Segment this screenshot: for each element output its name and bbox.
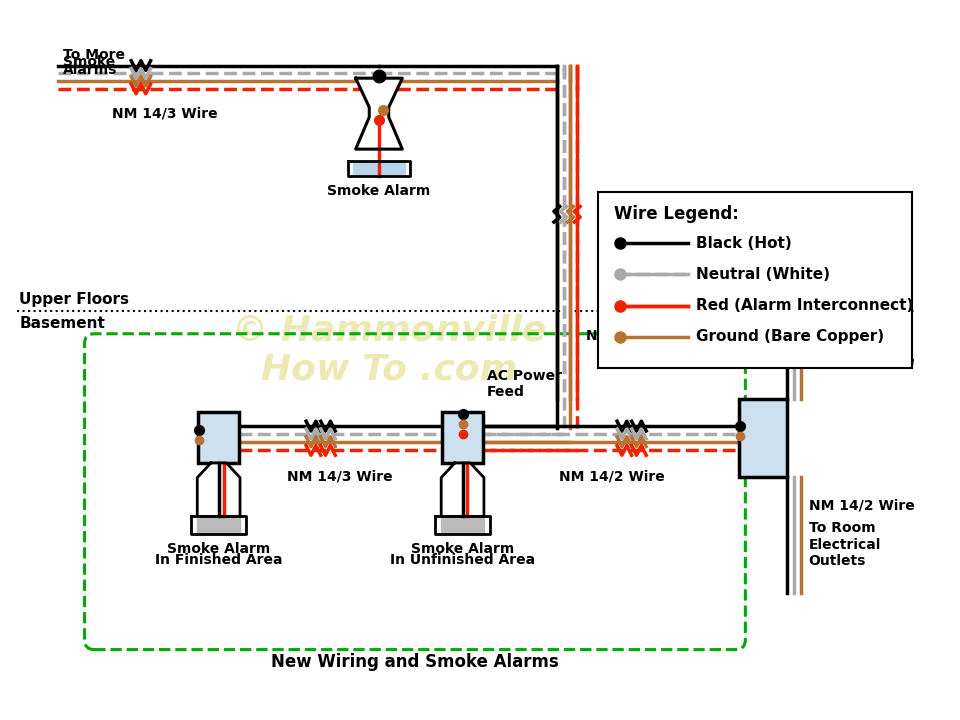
Text: To Room
Electrical
Outlets: To Room Electrical Outlets [808,521,881,568]
Text: Wire Legend:: Wire Legend: [614,204,739,222]
Text: Black (Hot): Black (Hot) [696,236,792,251]
Text: Basement: Basement [19,316,106,331]
Bar [738,399,787,477]
Polygon shape [197,463,240,516]
Text: Neutral (White): Neutral (White) [696,267,829,282]
FancyBboxPatch shape [598,192,913,368]
Polygon shape [197,518,240,532]
Polygon shape [442,463,484,516]
Text: Red (Alarm Interconnect): Red (Alarm Interconnect) [696,298,913,313]
Text: To More: To More [63,48,125,62]
Text: New Wiring and Smoke Alarms: New Wiring and Smoke Alarms [271,654,559,672]
Text: Smoke Alarm: Smoke Alarm [411,541,515,556]
Text: Alarms: Alarms [63,63,117,77]
Text: Ground (Bare Copper): Ground (Bare Copper) [696,329,884,344]
Text: NM 14/3 Wire: NM 14/3 Wire [287,470,393,484]
Polygon shape [348,161,410,176]
Text: AC Power
Feed: AC Power Feed [487,369,562,400]
Text: In Unfinished Area: In Unfinished Area [390,554,535,567]
Text: NM 14/3 Wire: NM 14/3 Wire [586,329,691,343]
Text: NM 14/2 Wire: NM 14/2 Wire [560,470,665,484]
Text: Smoke Alarm: Smoke Alarm [327,184,431,198]
Text: NM 14/2 Wire: NM 14/2 Wire [808,353,914,367]
Text: © Hammonville
How To .com: © Hammonville How To .com [231,314,546,387]
Text: Feed from
Circuit
Breaker: Feed from Circuit Breaker [808,240,888,286]
Text: NM 14/2 Wire: NM 14/2 Wire [808,499,914,513]
Bar [443,413,483,463]
Bar [199,413,239,463]
Polygon shape [191,516,246,534]
Polygon shape [355,78,402,149]
Text: Smoke: Smoke [63,55,115,69]
Text: NM 14/3 Wire: NM 14/3 Wire [111,107,217,120]
Polygon shape [435,516,490,534]
Text: In Finished Area: In Finished Area [155,554,282,567]
Polygon shape [352,163,405,174]
Polygon shape [442,518,484,532]
Text: Smoke Alarm: Smoke Alarm [167,541,271,556]
Text: Upper Floors: Upper Floors [19,292,130,307]
